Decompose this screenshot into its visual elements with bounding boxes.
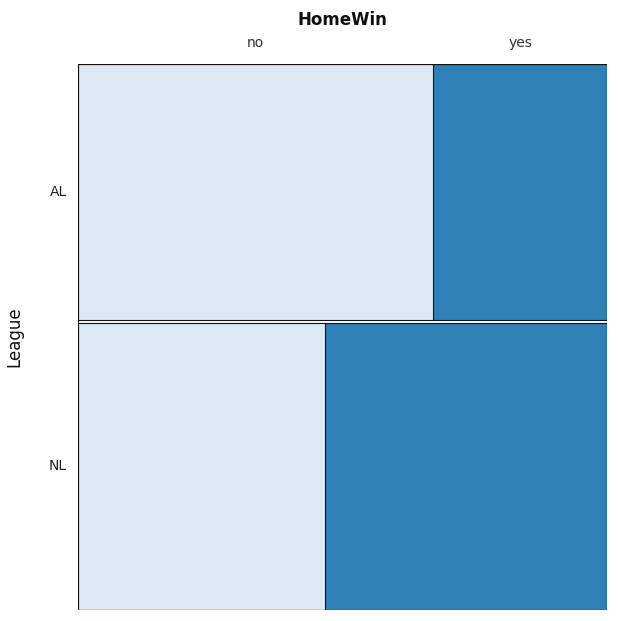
Text: yes: yes (508, 37, 532, 50)
Text: AL: AL (50, 185, 67, 199)
Bar (78, 323, 607, 610)
Bar (78, 323, 325, 610)
Bar (78, 64, 433, 320)
Bar (78, 64, 607, 320)
Bar (325, 323, 607, 610)
Bar (433, 64, 607, 320)
Title: HomeWin: HomeWin (297, 11, 387, 29)
Text: no: no (247, 37, 264, 50)
Text: League: League (5, 307, 23, 367)
Text: NL: NL (49, 460, 67, 473)
